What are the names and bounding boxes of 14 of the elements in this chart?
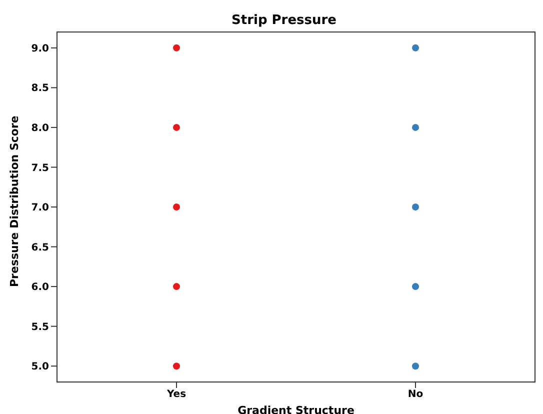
y-tick-label: 7.0 bbox=[31, 202, 50, 214]
y-tick-label: 7.5 bbox=[31, 162, 50, 174]
x-tick-label: No bbox=[408, 389, 424, 400]
x-axis-title: Gradient Structure bbox=[238, 404, 354, 414]
chart-title: Strip Pressure bbox=[232, 13, 337, 28]
y-tick-label: 6.0 bbox=[31, 282, 50, 294]
y-tick-label: 5.0 bbox=[31, 362, 50, 373]
y-tick-label: 5.5 bbox=[31, 322, 50, 333]
y-tick-label: 6.5 bbox=[31, 242, 50, 254]
x-tick-label: Yes bbox=[166, 389, 186, 400]
y-tick-label: 9.0 bbox=[31, 43, 50, 54]
y-tick-label: 8.0 bbox=[31, 123, 50, 134]
y-tick-label: 8.5 bbox=[31, 83, 50, 94]
y-axis-title: Pressure Distribution Score bbox=[8, 116, 21, 287]
